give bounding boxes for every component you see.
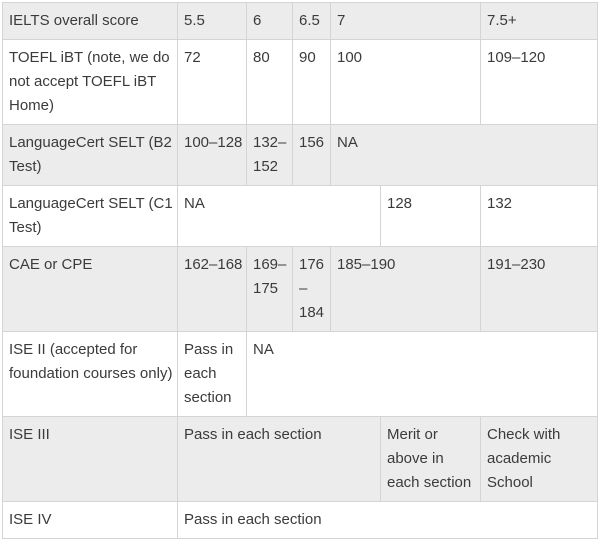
score-cell: 162–168 bbox=[177, 246, 247, 332]
score-cell: 176–184 bbox=[292, 246, 331, 332]
score-cell: Check with academic School bbox=[480, 416, 598, 502]
score-cell: 185–190 bbox=[330, 246, 481, 332]
score-cell: NA bbox=[246, 331, 598, 417]
score-cell: 132–152 bbox=[246, 124, 293, 186]
score-cell: 6.5 bbox=[292, 2, 331, 40]
table-row: ISE III Pass in each section Merit or abov… bbox=[2, 416, 598, 502]
table-row: ISE IV Pass in each section bbox=[2, 501, 598, 539]
test-name-cell: LanguageCert SELT (C1 Test) bbox=[2, 185, 178, 247]
score-cell: 156 bbox=[292, 124, 331, 186]
score-cell: Merit or above in each section bbox=[380, 416, 481, 502]
score-cell: Pass in each section bbox=[177, 416, 381, 502]
test-name-cell: ISE IV bbox=[2, 501, 178, 539]
table-row: IELTS overall score 5.5 6 6.5 7 7.5+ bbox=[2, 2, 598, 40]
score-cell: 72 bbox=[177, 39, 247, 125]
test-name-cell: TOEFL iBT (note, we do not accept TOEFL … bbox=[2, 39, 178, 125]
table-row: ISE II (accepted for foundation courses … bbox=[2, 331, 598, 417]
score-cell: 132 bbox=[480, 185, 598, 247]
score-cell: 6 bbox=[246, 2, 293, 40]
table-row: CAE or CPE 162–168 169–175 176–184 185–190 19… bbox=[2, 246, 598, 332]
test-name-cell: ISE II (accepted for foundation courses … bbox=[2, 331, 178, 417]
table-row: LanguageCert SELT (C1 Test) NA 128 132 bbox=[2, 185, 598, 247]
score-cell: 90 bbox=[292, 39, 331, 125]
score-cell: 109–120 bbox=[480, 39, 598, 125]
table-row: TOEFL iBT (note, we do not accept TOEFL … bbox=[2, 39, 598, 125]
test-name-cell: LanguageCert SELT (B2 Test) bbox=[2, 124, 178, 186]
score-cell: 100 bbox=[330, 39, 481, 125]
test-name-cell: ISE III bbox=[2, 416, 178, 502]
score-cell: NA bbox=[330, 124, 598, 186]
score-cell: NA bbox=[177, 185, 381, 247]
score-cell: 128 bbox=[380, 185, 481, 247]
score-equivalency-table: IELTS overall score 5.5 6 6.5 7 7.5+ TOEFL iBT… bbox=[2, 2, 598, 539]
score-cell: 100–128 bbox=[177, 124, 247, 186]
score-cell: 191–230 bbox=[480, 246, 598, 332]
score-cell: Pass in each section bbox=[177, 331, 247, 417]
score-cell: 7.5+ bbox=[480, 2, 598, 40]
score-cell: 169–175 bbox=[246, 246, 293, 332]
score-cell: 5.5 bbox=[177, 2, 247, 40]
table-row: LanguageCert SELT (B2 Test) 100–128 132–15… bbox=[2, 124, 598, 186]
score-cell: 80 bbox=[246, 39, 293, 125]
score-cell: 7 bbox=[330, 2, 481, 40]
score-cell: Pass in each section bbox=[177, 501, 598, 539]
test-name-cell: IELTS overall score bbox=[2, 2, 178, 40]
test-name-cell: CAE or CPE bbox=[2, 246, 178, 332]
